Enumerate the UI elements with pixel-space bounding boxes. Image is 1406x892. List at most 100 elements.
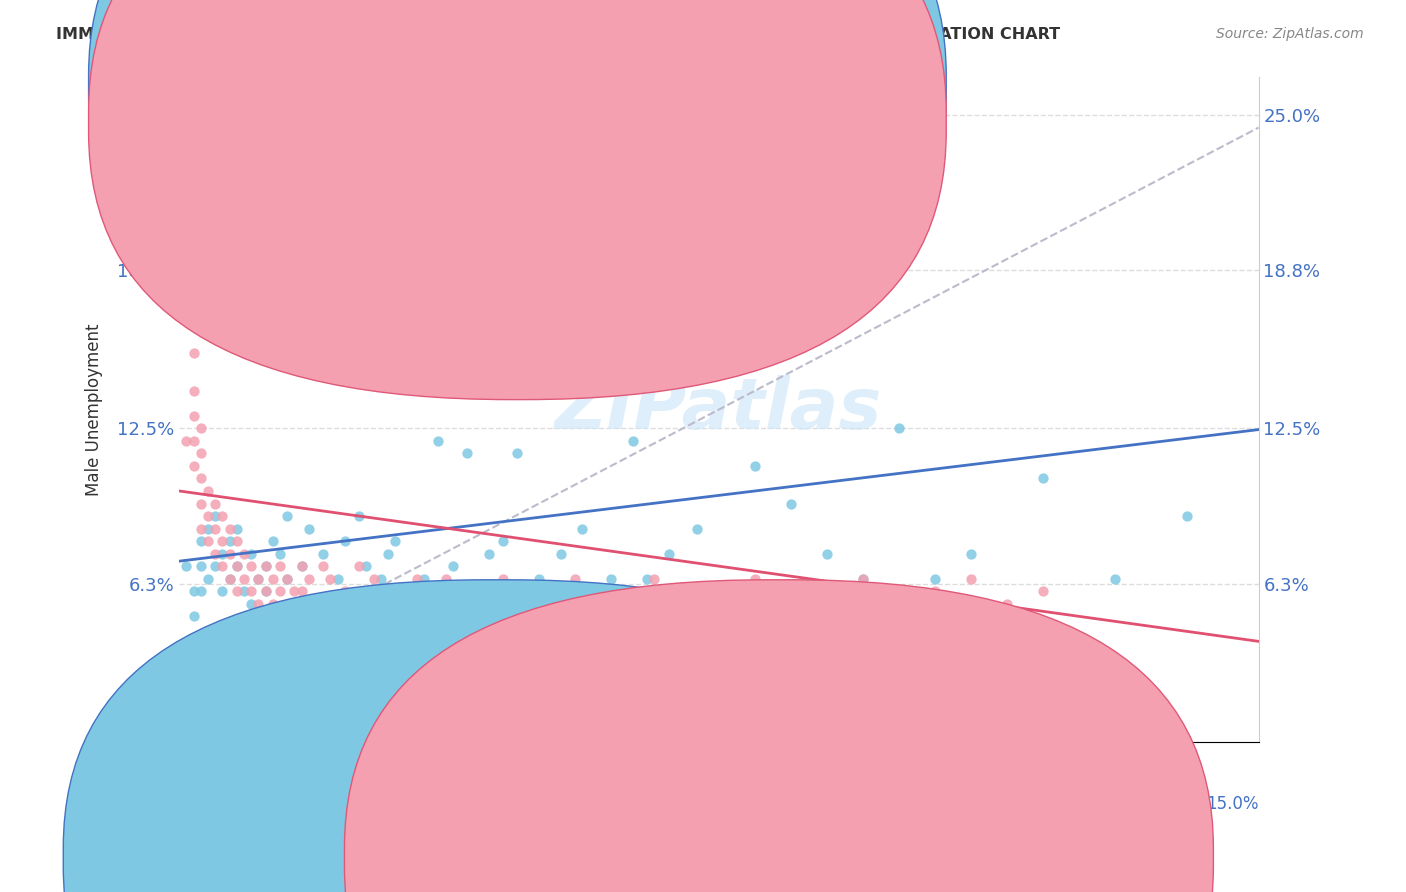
Point <box>283 584 305 599</box>
Point <box>536 584 558 599</box>
Point <box>276 572 298 586</box>
Point <box>211 534 233 549</box>
Point <box>183 584 205 599</box>
Point <box>312 547 335 561</box>
Point <box>413 572 436 586</box>
Point <box>434 572 457 586</box>
Point <box>276 509 298 524</box>
Point <box>240 584 263 599</box>
Point <box>176 309 198 323</box>
Point <box>405 572 427 586</box>
Text: Source: ZipAtlas.com: Source: ZipAtlas.com <box>1216 27 1364 41</box>
Point <box>470 584 492 599</box>
Point <box>262 572 284 586</box>
Point <box>176 434 198 448</box>
Point <box>398 597 420 611</box>
Point <box>247 597 270 611</box>
Point <box>333 584 356 599</box>
Point <box>959 547 981 561</box>
Text: 81: 81 <box>696 112 718 129</box>
Point <box>225 534 247 549</box>
Point <box>852 572 875 586</box>
Point <box>218 522 240 536</box>
Point <box>298 572 321 586</box>
Point <box>887 597 910 611</box>
Point <box>225 584 247 599</box>
Text: R =: R = <box>527 112 558 129</box>
Point <box>478 547 501 561</box>
Point <box>197 534 219 549</box>
Point <box>492 572 515 586</box>
Point <box>183 409 205 423</box>
Text: N =: N = <box>647 76 678 94</box>
Point <box>347 559 370 574</box>
Point <box>707 220 730 235</box>
Point <box>204 522 226 536</box>
Point <box>363 572 385 586</box>
Point <box>254 584 277 599</box>
Point <box>254 559 277 574</box>
Point <box>225 522 247 536</box>
Point <box>995 597 1018 611</box>
Point <box>276 597 298 611</box>
Point <box>959 572 981 586</box>
Point <box>204 509 226 524</box>
Point <box>197 509 219 524</box>
Point <box>377 597 399 611</box>
Point <box>197 522 219 536</box>
Point <box>218 572 240 586</box>
Point <box>506 446 529 460</box>
Point <box>614 584 637 599</box>
Point <box>513 597 536 611</box>
Point <box>305 597 328 611</box>
Point <box>347 597 370 611</box>
Point <box>333 534 356 549</box>
Point <box>744 572 766 586</box>
Point <box>815 584 838 599</box>
Point <box>441 559 464 574</box>
Point <box>247 572 270 586</box>
Point <box>326 597 349 611</box>
Point <box>564 572 586 586</box>
Point <box>815 547 838 561</box>
Point <box>211 547 233 561</box>
Point <box>190 421 212 435</box>
Point <box>269 547 291 561</box>
Y-axis label: Male Unemployment: Male Unemployment <box>86 323 103 496</box>
Text: R =: R = <box>527 76 558 94</box>
Point <box>190 496 212 510</box>
Point <box>672 597 695 611</box>
Point <box>298 522 321 536</box>
Point <box>347 509 370 524</box>
Point <box>197 572 219 586</box>
Point <box>492 534 515 549</box>
Text: 0.0%: 0.0% <box>180 795 221 813</box>
Point <box>176 259 198 273</box>
Point <box>211 509 233 524</box>
Point <box>204 496 226 510</box>
Text: Immigrants from Barbados: Immigrants from Barbados <box>801 847 1025 865</box>
Point <box>384 534 406 549</box>
Point <box>291 584 314 599</box>
Point <box>183 458 205 473</box>
Point <box>254 559 277 574</box>
Text: ZIPatlas: ZIPatlas <box>555 375 883 444</box>
Point <box>269 584 291 599</box>
Point <box>183 434 205 448</box>
Point <box>427 434 450 448</box>
Point <box>852 572 875 586</box>
Point <box>744 458 766 473</box>
Point <box>262 534 284 549</box>
Point <box>240 609 263 624</box>
Point <box>183 609 205 624</box>
Point <box>262 597 284 611</box>
Text: 0.203: 0.203 <box>576 76 628 94</box>
Point <box>176 559 198 574</box>
Point <box>780 597 803 611</box>
Point <box>190 534 212 549</box>
Point <box>312 559 335 574</box>
Point <box>269 559 291 574</box>
Point <box>240 597 263 611</box>
Text: 0.219: 0.219 <box>576 112 628 129</box>
Point <box>326 572 349 586</box>
